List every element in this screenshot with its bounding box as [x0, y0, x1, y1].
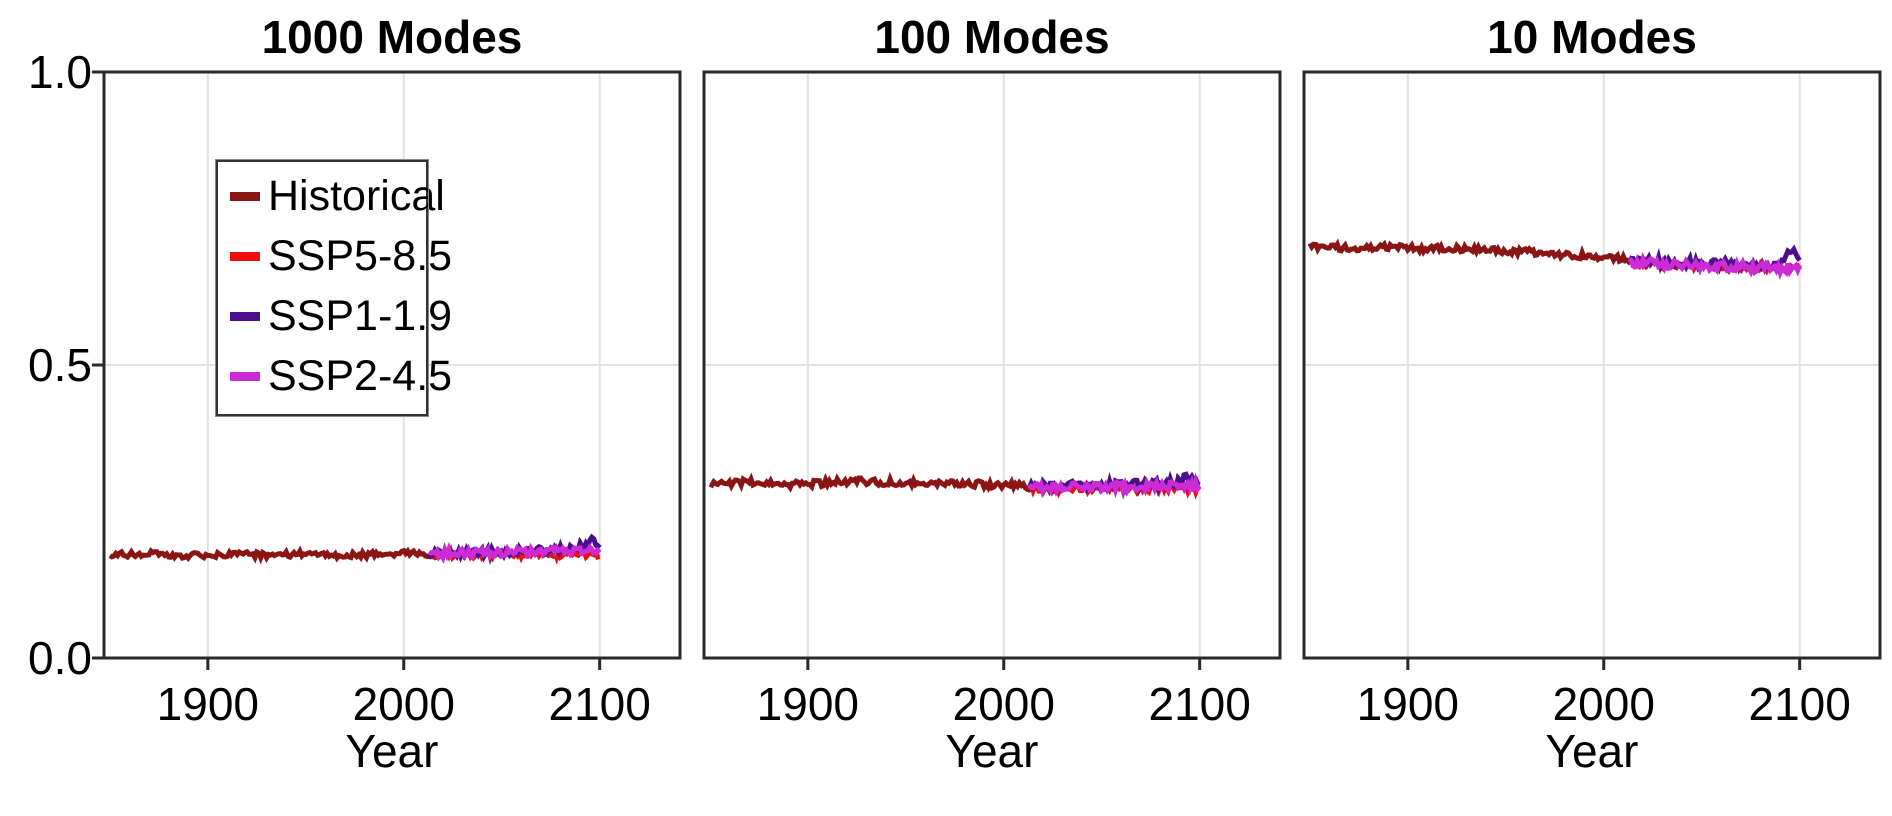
x-tick-label-1900: 1900 — [757, 678, 859, 730]
y-tick-label-1.0: 1.0 — [28, 46, 92, 98]
legend-label: SSP5-8.5 — [268, 232, 453, 281]
series-line-historical — [1307, 238, 1632, 266]
x-tick-label-2100: 2100 — [1149, 678, 1251, 730]
series-line-historical — [108, 545, 433, 565]
chart-panel-100-modes: 100 Modes 1900 2000 2100 Year — [702, 11, 1282, 774]
chart-canvas: 1900 2000 2100 — [92, 70, 682, 730]
series-line-ssp2-4-5 — [427, 541, 602, 565]
panel-title: 1000 Modes — [261, 11, 523, 63]
x-tick-label-1900: 1900 — [1357, 678, 1459, 730]
x-axis-label: Year — [1545, 725, 1639, 777]
series-line-ssp2-4-5 — [1027, 472, 1202, 501]
axes-border — [1302, 70, 1882, 660]
chart-canvas: 1900 2000 2100 — [1302, 70, 1882, 730]
legend-swatch-ssp2-4.5 — [230, 372, 260, 382]
legend-swatch-ssp1-1.9 — [230, 312, 260, 322]
chart-canvas: 1900 2000 2100 — [702, 70, 1282, 730]
x-axis-label: Year — [945, 725, 1039, 777]
x-tick-label-2000: 2000 — [1553, 678, 1655, 730]
axes-border — [702, 70, 1282, 660]
x-tick-label-2000: 2000 — [353, 678, 455, 730]
legend-label: SSP1-1.9 — [268, 292, 453, 341]
x-tick-label-2100: 2100 — [1749, 678, 1851, 730]
series-line-ssp2-4-5 — [1627, 251, 1803, 281]
legend-label: SSP2-4.5 — [268, 352, 453, 401]
legend-item-historical: Historical — [230, 173, 445, 219]
x-tick-label-2100: 2100 — [549, 678, 651, 730]
chart-panel-1000-modes: 1000 Modes 1900 2000 2100 Year Historical … — [92, 11, 682, 774]
x-tick-label-2000: 2000 — [953, 678, 1055, 730]
x-tick-label-1900: 1900 — [157, 678, 259, 730]
series-line-historical — [708, 471, 1033, 494]
legend-swatch-historical — [230, 192, 260, 202]
y-tick-label-0.5: 0.5 — [28, 339, 92, 391]
chart-panel-10-modes: 10 Modes 1900 2000 2100 Year — [1302, 11, 1882, 774]
x-axis-label: Year — [345, 725, 439, 777]
legend: Historical SSP5-8.5 SSP1-1.9 SSP2-4.5 — [215, 159, 452, 417]
legend-swatch-ssp5-8.5 — [230, 252, 260, 262]
panel-title: 100 Modes — [874, 11, 1110, 63]
legend-label: Historical — [268, 172, 445, 220]
legend-item-ssp5-8.5: SSP5-8.5 — [230, 233, 452, 279]
y-tick-label-0.0: 0.0 — [28, 632, 92, 684]
panel-title: 10 Modes — [1487, 11, 1697, 63]
legend-item-ssp2-4.5: SSP2-4.5 — [230, 354, 452, 399]
legend-item-ssp1-1.9: SSP1-1.9 — [230, 294, 452, 339]
